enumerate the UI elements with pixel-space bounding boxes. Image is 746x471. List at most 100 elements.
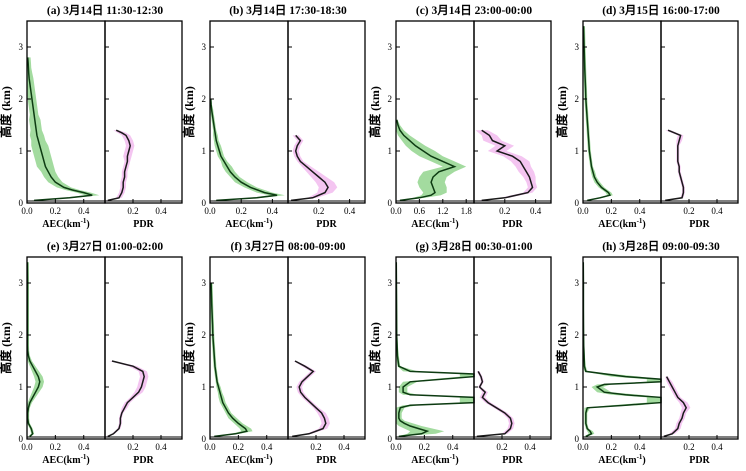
pdr-axis-label: PDR [689, 455, 710, 466]
aec-x-tick-label: 0.2 [233, 442, 244, 452]
aec-x-tick-label: 0.2 [236, 206, 247, 216]
aec-x-tick-label: 0.0 [390, 206, 402, 216]
y-axis-label: 高度 (km) [0, 322, 13, 374]
y-tick-label: 1 [388, 382, 393, 392]
panel-2: (b) 3月14日 17:30-18:30 0 1 2 3 0.0 0.2 0.4 0.2 0.4… [202, 4, 366, 230]
aec-axis-label-text: AEC(km [42, 455, 81, 466]
y-tick-label: 0 [19, 434, 24, 444]
pdr-axes-frame [104, 20, 183, 204]
aec-x-tick-label: 0.4 [634, 442, 646, 452]
aec-axis-label: AEC(km-1) [42, 217, 90, 230]
y-tick-label: 2 [575, 94, 580, 104]
aec-axis-label-sup: -1 [81, 217, 87, 225]
aec-axes-frame [26, 256, 106, 440]
aec-axes-frame [209, 20, 289, 204]
pdr-spread-band [663, 130, 685, 201]
pdr-axes-frame [104, 256, 183, 440]
pdr-mean-line [107, 129, 131, 202]
aec-axis-label-end: ) [455, 455, 458, 466]
aec-mean-line [582, 26, 612, 202]
y-tick-label: 2 [19, 94, 24, 104]
aec-axis-label-text: AEC(km [411, 455, 450, 466]
y-tick-label: 3 [202, 42, 207, 52]
aec-mean-line [210, 282, 249, 438]
aec-axis-label: AEC(km-1) [225, 453, 273, 466]
aec-x-tick-label: 0.0 [21, 206, 33, 216]
aec-axes-frame [395, 256, 475, 440]
aec-x-tick-label: 1.2 [437, 206, 448, 216]
panel-6: (f) 3月27日 08:00-09:00 0 1 2 3 0.0 0.2 0.4 0.2 0.4… [202, 240, 366, 466]
aec-axes-frame [26, 20, 106, 204]
aec-axis-label-end: ) [455, 219, 458, 230]
pdr-axes-frame [473, 256, 552, 440]
aec-x-tick-label: 0.0 [577, 442, 589, 452]
pdr-x-tick-label: 0.2 [499, 206, 510, 216]
panel-title: (c) 3月14日 23:00-00:00 [416, 4, 533, 17]
aec-x-tick-label: 0.0 [204, 206, 216, 216]
aec-axis-label-text: AEC(km [411, 219, 450, 230]
y-tick-label: 3 [19, 42, 24, 52]
y-tick-label: 1 [202, 382, 207, 392]
y-tick-label: 3 [575, 278, 580, 288]
pdr-mean-line [481, 129, 534, 202]
aec-x-tick-label: 0.0 [21, 442, 33, 452]
pdr-axis-label: PDR [316, 219, 337, 230]
pdr-x-tick-label: 0.2 [310, 442, 321, 452]
y-tick-label: 2 [575, 330, 580, 340]
aec-spread-band [210, 99, 285, 201]
aec-x-tick-label: 0.4 [78, 206, 90, 216]
y-axis-label: 高度 (km) [367, 322, 382, 374]
aec-axis-label-end: ) [86, 219, 89, 230]
aec-x-tick-label: 0.4 [267, 206, 279, 216]
aec-axis-label-text: AEC(km [598, 219, 637, 230]
pdr-mean-line [292, 360, 327, 438]
pdr-x-tick-label: 0.4 [711, 442, 723, 452]
aec-axis-label-text: AEC(km [225, 455, 264, 466]
panel-title: (h) 3月28日 09:00-09:30 [602, 240, 720, 253]
y-tick-label: 1 [202, 146, 207, 156]
pdr-spread-band [475, 130, 538, 201]
aec-axis-label-end: ) [642, 455, 645, 466]
aec-axes-frame [582, 256, 662, 440]
aec-axis-label-sup: -1 [637, 217, 643, 225]
y-tick-label: 1 [388, 146, 393, 156]
panel-title: (e) 3月27日 01:00-02:00 [47, 240, 164, 253]
panel-title: (g) 3月28日 00:30-01:00 [416, 240, 533, 253]
y-tick-label: 0 [202, 434, 207, 444]
aec-x-tick-label: 0.2 [50, 442, 61, 452]
panel-title: (a) 3月14日 11:30-12:30 [47, 4, 164, 17]
aec-axes-frame [209, 256, 289, 440]
y-tick-label: 3 [388, 42, 393, 52]
aec-x-tick-label: 0.2 [606, 442, 617, 452]
panel-7: (g) 3月28日 00:30-01:00 0 1 2 3 0.0 0.2 0.4 0.2 0.4… [388, 240, 552, 466]
aec-x-tick-label: 0.4 [447, 442, 459, 452]
y-axis-label: 高度 (km) [0, 86, 13, 138]
pdr-x-tick-label: 0.2 [127, 206, 138, 216]
pdr-mean-line [107, 360, 145, 438]
y-tick-label: 1 [19, 146, 24, 156]
pdr-x-tick-label: 0.4 [530, 206, 542, 216]
pdr-axes-frame [473, 20, 552, 204]
aec-x-tick-label: 0.2 [50, 206, 61, 216]
y-tick-label: 2 [19, 330, 24, 340]
pdr-axes-frame [287, 256, 366, 440]
aec-x-tick-label: 0.4 [634, 206, 646, 216]
pdr-axes-frame [287, 20, 366, 204]
aec-axis-label-text: AEC(km [225, 219, 264, 230]
y-tick-label: 3 [388, 278, 393, 288]
aec-axis-label-text: AEC(km [598, 455, 637, 466]
panel-3: (c) 3月14日 23:00-00:00 0 1 2 3 0.0 0.6 1.2 1.8 0.2… [388, 4, 552, 230]
y-tick-label: 2 [202, 94, 207, 104]
y-tick-label: 0 [19, 198, 24, 208]
pdr-spread-band [475, 371, 515, 437]
aec-axis-label-text: AEC(km [42, 219, 81, 230]
y-tick-label: 2 [202, 330, 207, 340]
aec-x-tick-label: 0.4 [261, 442, 273, 452]
aec-x-tick-label: 0.2 [606, 206, 617, 216]
panel-8: (h) 3月28日 09:00-09:30 0 1 2 3 0.0 0.2 0.4 0.2 0.4… [575, 240, 739, 466]
aec-spread-band [210, 283, 253, 437]
pdr-axis-label: PDR [502, 219, 523, 230]
aec-axis-label-end: ) [642, 219, 645, 230]
pdr-spread-band [290, 361, 330, 437]
aec-spread-band [27, 57, 100, 201]
